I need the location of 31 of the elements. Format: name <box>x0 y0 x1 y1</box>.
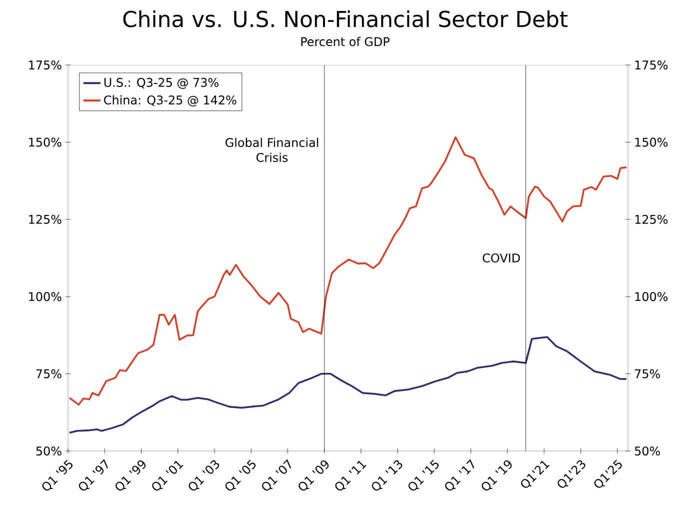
x-tick-label: Q1 '03 <box>188 460 220 491</box>
x-tick-label: Q1 '01 <box>152 460 184 491</box>
y-tick-label: 150% <box>635 138 668 147</box>
x-tick-label: Q1 '95 <box>42 460 72 491</box>
legend-label: China: Q3-25 @ 142% <box>104 95 236 106</box>
x-tick-label: Q1 '99 <box>116 460 146 491</box>
x-tick-label: Q1 '11 <box>335 460 366 491</box>
x-tick-label: Q1 '13 <box>372 460 402 491</box>
chart-subtitle: Percent of GDP <box>301 36 390 46</box>
ref-line-label: Global Financial Crisis <box>226 138 318 162</box>
y-tick-label: 75% <box>635 369 660 378</box>
y-tick-label: 125% <box>635 214 668 224</box>
x-tick-label: Q1 '05 <box>225 460 256 491</box>
y2-tick-label: 50% <box>36 446 62 456</box>
y-tick-label: 100% <box>635 292 668 302</box>
x-tick-label: Q1 '97 <box>78 459 108 491</box>
x-tick-label: Q1 '07 <box>262 459 292 491</box>
y2-tick-label: 175% <box>29 60 62 70</box>
y2-tick-label: 75% <box>36 369 62 378</box>
ref-line-label: COVID <box>482 253 520 263</box>
x-tick-label: Q1 '09 <box>298 460 329 491</box>
x-tick-label: Q1 '17 <box>445 459 474 491</box>
chart-title: China vs. U.S. Non-Financial Sector Debt <box>123 10 568 28</box>
y2-tick-label: 125% <box>29 214 62 224</box>
x-tick-label: Q1 '19 <box>482 460 512 491</box>
x-tick-label: Q1 '15 <box>408 460 439 491</box>
y2-tick-label: 100% <box>29 292 62 302</box>
legend-label: U.S.: Q3-25 @ 73% <box>104 78 218 89</box>
y-tick-label: 175% <box>635 60 668 70</box>
y2-tick-label: 150% <box>29 138 62 147</box>
y-tick-label: 50% <box>634 446 660 456</box>
